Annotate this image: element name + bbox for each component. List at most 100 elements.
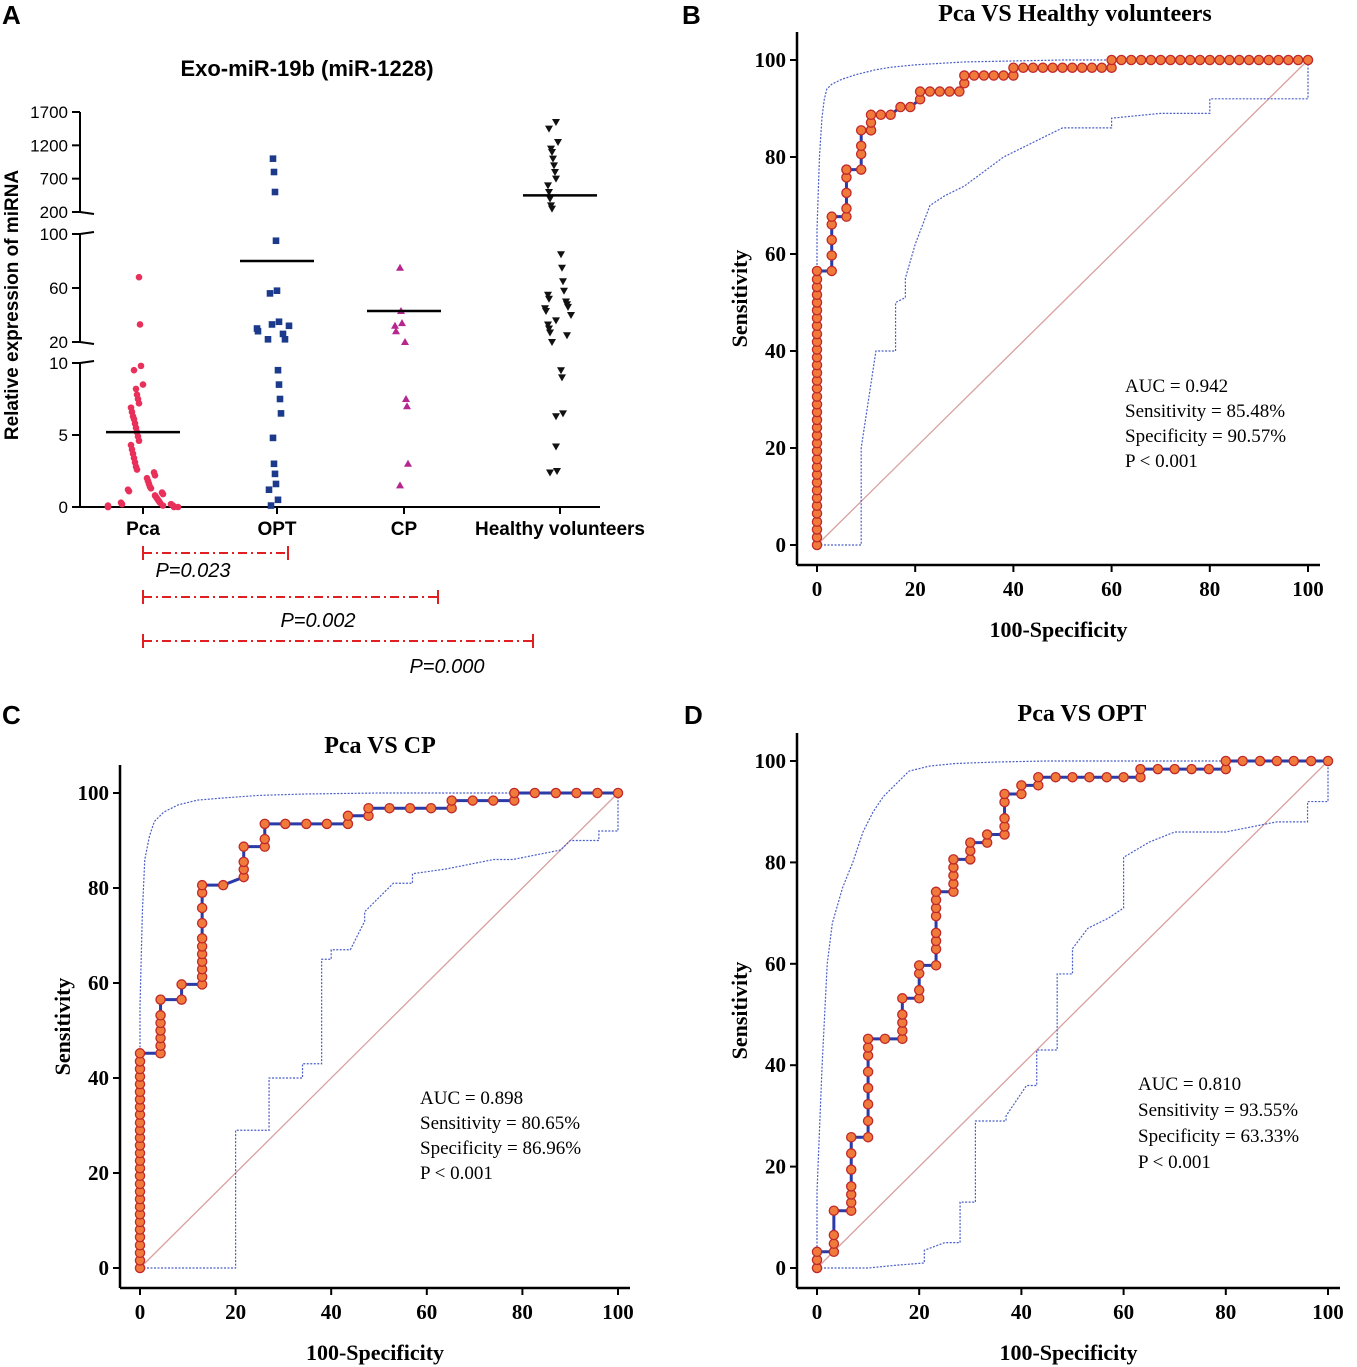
- roc-point: [913, 984, 925, 996]
- data-point-opt: [272, 237, 280, 245]
- data-point-cp: [404, 459, 412, 467]
- roc-point: [196, 933, 208, 944]
- data-point-pca: [133, 466, 141, 473]
- roc-point: [529, 787, 541, 799]
- data-point-opt: [275, 318, 283, 326]
- roc-point: [875, 109, 887, 121]
- roc-point: [998, 70, 1009, 81]
- roc-point: [895, 101, 906, 113]
- stat-line: AUC = 0.810: [1138, 1074, 1241, 1095]
- data-point-pca: [135, 273, 143, 281]
- chart-b-plot: 0 0 20 20 40 40 60 60 80 80 100 100 100-Specificity S…: [727, 32, 1324, 642]
- roc-point: [862, 1066, 874, 1078]
- panel-d: D Pca VS OPT 0 0 20 20 40 40 60 60 80 80 100 100 100…: [684, 700, 1344, 1365]
- x-tick-label: 40: [1011, 1300, 1032, 1324]
- data-point-pca: [136, 321, 144, 328]
- data-point-cp: [396, 481, 404, 489]
- stat-line: Specificity = 86.96%: [420, 1138, 581, 1159]
- data-point-cp: [392, 327, 400, 335]
- roc-point: [1037, 62, 1049, 74]
- roc-point: [1033, 771, 1044, 783]
- data-point-healthy: [546, 329, 554, 337]
- reference-diagonal: [139, 792, 619, 1269]
- y-tick-label: 0: [776, 1256, 787, 1280]
- roc-point: [1169, 763, 1180, 775]
- roc-point: [845, 1131, 857, 1143]
- x-tick-label: 60: [1101, 577, 1122, 601]
- data-point-healthy: [552, 317, 560, 325]
- roc-point: [841, 187, 852, 199]
- roc-point: [1118, 771, 1129, 783]
- stat-line: Sensitivity = 93.55%: [1138, 1100, 1298, 1121]
- data-point-opt: [268, 321, 276, 328]
- roc-point: [1203, 763, 1215, 775]
- category-label: OPT: [257, 519, 296, 540]
- x-axis-label: 100-Specificity: [306, 1340, 444, 1365]
- data-point-opt: [281, 336, 289, 343]
- roc-point: [885, 109, 896, 121]
- x-tick-label: 80: [1199, 577, 1220, 601]
- roc-point: [425, 802, 437, 814]
- roc-point: [1145, 54, 1157, 66]
- axis-break-mark: [79, 341, 95, 345]
- data-point-cp: [402, 395, 410, 402]
- data-point-healthy: [551, 169, 559, 176]
- roc-point: [1292, 54, 1304, 66]
- reference-diagonal: [816, 59, 1309, 546]
- y-axis-label: Sensitivity: [727, 250, 752, 348]
- roc-point: [238, 841, 249, 852]
- data-point-healthy: [546, 469, 554, 477]
- chart-c-title: Pca VS CP: [324, 733, 436, 759]
- y-tick-label: 0: [59, 498, 68, 517]
- roc-point: [176, 979, 187, 990]
- roc-point: [404, 802, 416, 814]
- roc-point: [862, 1082, 874, 1094]
- roc-point: [1155, 54, 1166, 66]
- data-point-pca: [159, 490, 167, 498]
- roc-point: [865, 109, 877, 121]
- roc-point: [1067, 771, 1078, 783]
- chart-a-y-label: Relative expression of miRNA: [2, 170, 23, 441]
- roc-point: [1253, 54, 1265, 66]
- data-point-opt: [275, 381, 283, 388]
- data-point-healthy: [548, 339, 556, 346]
- data-point-pca: [104, 503, 112, 511]
- category-label: Pca: [126, 519, 160, 540]
- data-point-healthy: [545, 189, 553, 196]
- roc-point: [930, 886, 942, 898]
- y-tick-label: 20: [765, 436, 786, 460]
- roc-point: [571, 787, 582, 799]
- roc-point: [155, 1010, 166, 1021]
- roc-point: [1125, 54, 1137, 66]
- data-point-pca: [147, 484, 155, 492]
- y-tick-label: 80: [765, 145, 786, 169]
- data-point-pca: [174, 503, 182, 511]
- roc-point: [826, 211, 837, 222]
- roc-point: [342, 810, 354, 822]
- y-tick-label: 60: [765, 952, 786, 976]
- roc-point: [1152, 763, 1164, 775]
- stat-line: P < 0.001: [1125, 451, 1198, 472]
- pvalue-label: P=0.023: [155, 560, 230, 582]
- chart-d-title: Pca VS OPT: [1018, 701, 1147, 727]
- roc-point: [855, 140, 867, 152]
- roc-point: [968, 70, 980, 81]
- reference-diagonal: [816, 760, 1329, 1269]
- data-point-opt: [274, 496, 282, 504]
- data-point-healthy: [558, 374, 566, 382]
- data-point-healthy: [552, 175, 560, 183]
- data-point-opt: [276, 395, 284, 403]
- y-axis-label: Sensitivity: [727, 962, 752, 1060]
- roc-point: [1017, 62, 1029, 74]
- y-tick-label: 100: [78, 781, 110, 805]
- roc-point: [924, 86, 936, 97]
- roc-point: [1067, 62, 1078, 74]
- data-point-pca: [159, 502, 167, 509]
- roc-point: [301, 818, 312, 830]
- y-tick-label: 60: [49, 279, 68, 298]
- roc-point: [446, 795, 457, 806]
- chart-a-axes: [79, 112, 600, 514]
- category-label: CP: [391, 519, 418, 540]
- y-tick-label: 200: [40, 203, 68, 222]
- ci-lower-line: [817, 761, 1329, 1269]
